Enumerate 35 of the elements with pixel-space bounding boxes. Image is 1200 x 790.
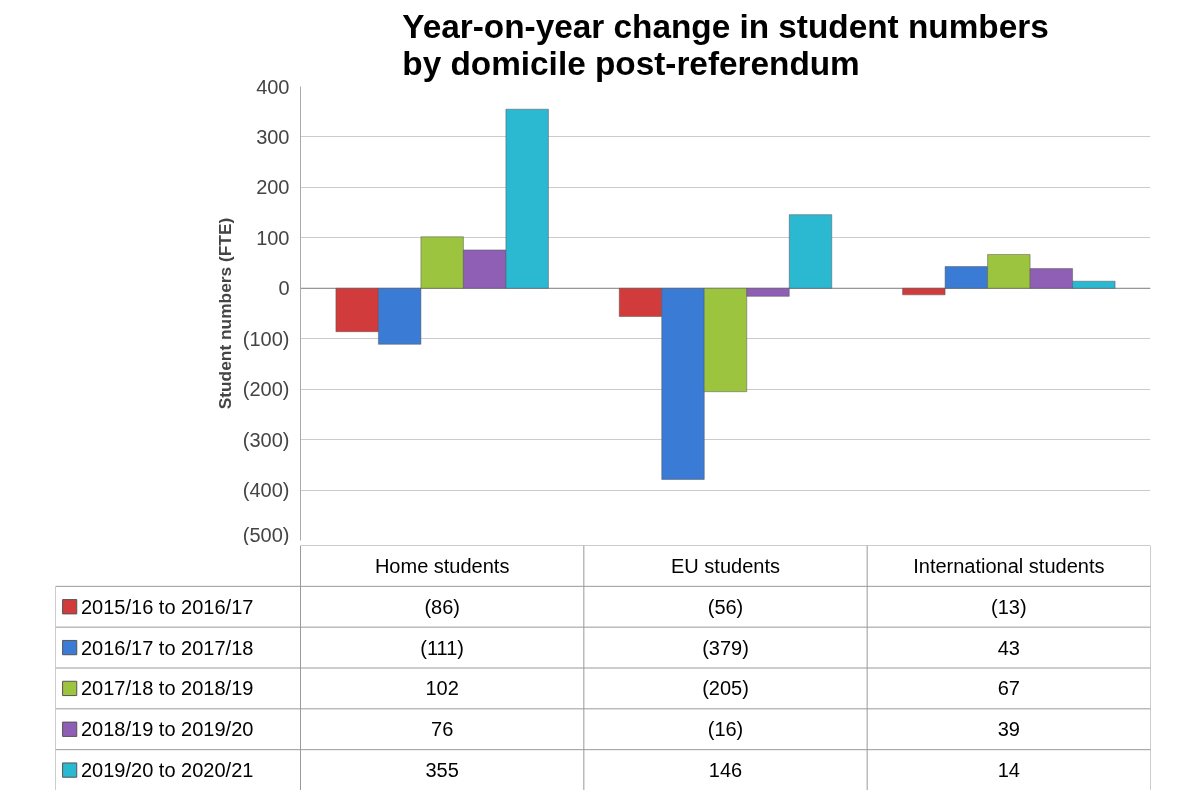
y-axis-title: Student numbers (FTE) — [214, 217, 235, 410]
y-tick-label: 300 — [256, 125, 290, 148]
data-label: 355 — [425, 759, 459, 782]
data-label: 76 — [431, 718, 454, 741]
data-label: (56) — [707, 595, 744, 618]
y-tick-label: 100 — [256, 226, 290, 249]
legend-label: 2016/17 to 2017/18 — [81, 636, 254, 659]
y-tick-label: (500) — [242, 523, 290, 546]
data-label: 146 — [708, 759, 743, 782]
data-label: (13) — [991, 595, 1027, 618]
x-tick-label: EU students — [671, 554, 780, 577]
y-tick-label: 200 — [256, 176, 290, 199]
legend-label: 2015/16 to 2016/17 — [81, 595, 254, 618]
y-tick-label: (100) — [242, 327, 290, 350]
data-label: 102 — [425, 677, 459, 700]
y-tick-label: 0 — [278, 277, 290, 300]
data-label: (379) — [702, 636, 749, 659]
x-tick-label: International students — [913, 554, 1105, 577]
data-label: (16) — [707, 718, 744, 741]
legend-label: 2019/20 to 2020/21 — [81, 759, 254, 782]
chart-title: Year-on-year change in student numbers by domicile post-referendum — [402, 7, 1049, 82]
data-label: (111) — [420, 636, 465, 659]
legend-label: 2018/19 to 2019/20 — [81, 718, 254, 741]
data-label: 43 — [997, 636, 1020, 659]
data-label: 39 — [997, 718, 1020, 741]
data-label: (205) — [702, 677, 749, 700]
y-tick-label: 400 — [256, 75, 290, 98]
legend-label: 2017/18 to 2018/19 — [81, 677, 254, 700]
x-tick-label: Home students — [374, 554, 510, 577]
y-tick-label: (400) — [242, 479, 290, 502]
data-label: 67 — [997, 677, 1020, 700]
y-tick-label: (200) — [242, 378, 290, 401]
data-label: 14 — [997, 759, 1020, 782]
y-tick-label: (300) — [242, 428, 290, 451]
data-label: (86) — [424, 595, 460, 618]
